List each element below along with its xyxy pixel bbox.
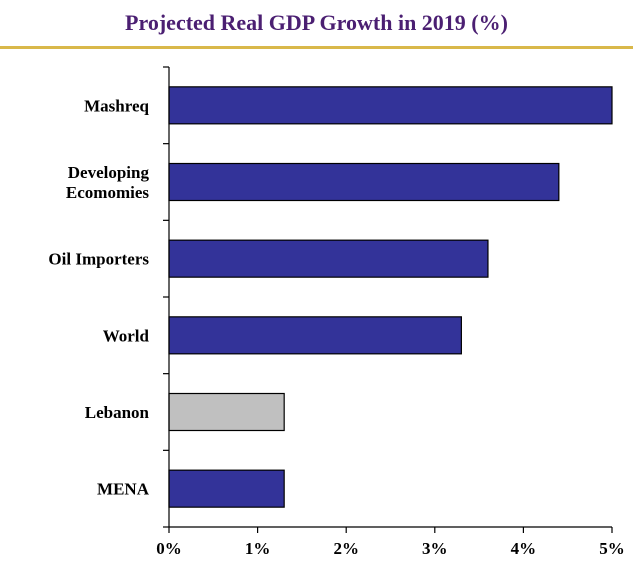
x-tick-label: 3% [422,539,448,558]
x-tick-label: 0% [156,539,182,558]
bar-mena [168,469,285,508]
x-tick-label: 4% [511,539,537,558]
chart-title: Projected Real GDP Growth in 2019 (%) [125,10,508,35]
x-tick-label: 2% [333,539,359,558]
bar-lebanon [168,392,285,432]
category-label: Oil Importers [48,250,149,269]
bar-oil-importers [168,239,489,278]
bar-mashreq [168,86,613,125]
bar-developing-ecomomies [168,162,560,202]
category-label: MENA [97,480,150,499]
category-label: Mashreq [84,96,149,115]
x-tick-label: 1% [245,539,271,558]
category-label: Ecomomies [66,183,149,202]
category-label: Developing [68,163,150,182]
bar-world [168,316,462,355]
title-underline [0,46,633,49]
category-label: World [103,326,150,345]
category-label: Lebanon [85,403,150,422]
x-tick-label: 5% [599,539,625,558]
